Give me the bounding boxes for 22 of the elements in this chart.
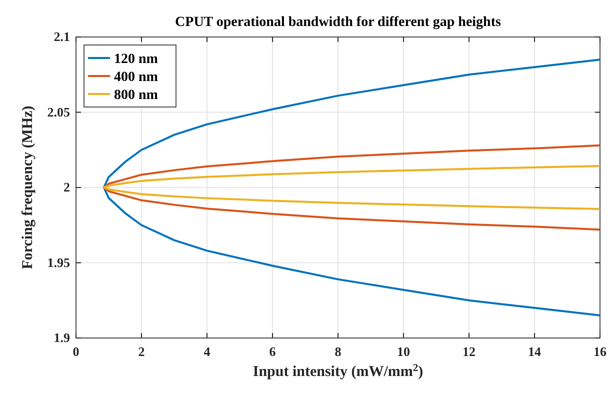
y-tick-label: 1.95	[47, 254, 70, 270]
x-tick-label: 10	[397, 344, 410, 359]
x-tick-label: 6	[269, 344, 276, 359]
x-tick-label: 8	[334, 344, 342, 359]
x-tick-label: 4	[204, 344, 211, 359]
legend-label: 800 nm	[114, 88, 158, 103]
legend-label: 120 nm	[114, 52, 158, 67]
y-tick-label: 2	[64, 180, 70, 194]
chart-title: CPUT operational bandwidth for different gap heights	[175, 15, 502, 30]
y-axis-title: Forcing frequency (MHz)	[20, 106, 36, 270]
line-series	[102, 144, 601, 231]
y-tick-label: 2.05	[47, 104, 70, 120]
x-axis-title: Input intensity (mW/mm$^{2}$)	[252, 362, 424, 380]
legend-label: 400 nm	[114, 70, 158, 85]
line-series	[102, 164, 601, 210]
x-tick-label: 14	[528, 344, 542, 359]
x-tick-label: 12	[462, 344, 476, 359]
x-tick-label: 0	[72, 344, 80, 359]
y-tick-label: 1.9	[54, 330, 70, 345]
x-tick-label: 2	[138, 344, 145, 359]
x-tick-label: 16	[594, 344, 607, 359]
y-tick-label: 2.1	[54, 29, 70, 44]
